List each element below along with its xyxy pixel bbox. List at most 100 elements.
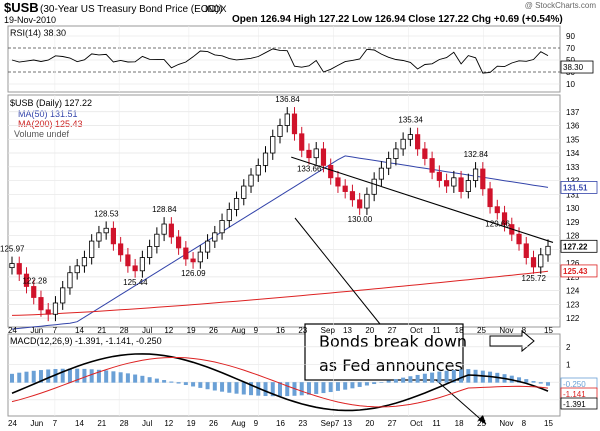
- price-tag: 127.22: [563, 242, 588, 251]
- candle-body: [31, 286, 37, 298]
- candle-body: [204, 240, 211, 253]
- price-annotation: 132.84: [464, 150, 489, 159]
- x-axis-label-bottom: 23: [298, 419, 307, 428]
- candle-body: [436, 171, 442, 181]
- price-annotation: 122.28: [22, 276, 47, 285]
- macd-histogram-bar: [278, 382, 282, 397]
- x-axis-label-mid: 11: [432, 326, 441, 335]
- x-axis-label-bottom: 25: [477, 419, 486, 428]
- macd-histogram-bar: [285, 382, 290, 397]
- rsi-tag: 38.30: [563, 63, 584, 72]
- macd-histogram-bar: [459, 369, 464, 383]
- macd-axis-label: 1: [566, 361, 571, 370]
- candle-body: [415, 134, 421, 150]
- candle-body: [422, 148, 428, 159]
- x-axis-label-bottom: Jun: [30, 419, 43, 428]
- x-axis-label-bottom: 18: [455, 419, 464, 428]
- candle-body: [154, 233, 160, 247]
- macd-histogram-bar: [205, 382, 210, 390]
- x-axis-label-mid: 26: [209, 326, 218, 335]
- macd-histogram-bar: [24, 371, 29, 383]
- macd-histogram-bar: [169, 381, 174, 383]
- candle-body: [9, 263, 15, 269]
- candle-body: [255, 165, 261, 176]
- candle-body: [284, 113, 290, 126]
- macd-tag: -0.250: [563, 380, 586, 389]
- macd-histogram-bar: [46, 369, 51, 383]
- candle-body: [197, 251, 203, 263]
- price-annotation: 133.66: [297, 165, 322, 174]
- candle-body: [23, 273, 30, 287]
- x-axis-label-bottom: 26: [209, 419, 218, 428]
- macd-histogram-bar: [451, 370, 456, 383]
- candle-body: [103, 227, 109, 234]
- rsi-axis-label: 50: [566, 56, 575, 65]
- x-axis-label-mid: 18: [455, 326, 464, 335]
- macd-tag: -1.391: [563, 400, 586, 409]
- macd-histogram-bar: [335, 382, 340, 391]
- x-axis-label-bottom: 24: [8, 419, 17, 428]
- macd-histogram-bar: [133, 374, 138, 383]
- candle-body: [38, 297, 44, 311]
- price-annotation: 125.97: [0, 245, 25, 254]
- macd-histogram-bar: [379, 382, 384, 383]
- macd-histogram-bar: [125, 373, 130, 383]
- candle-body: [147, 246, 153, 258]
- macd-histogram-bar: [314, 382, 319, 394]
- macd-histogram-bar: [430, 372, 435, 383]
- annotation-line1: Bonds break down: [319, 332, 467, 351]
- x-axis-label-mid: 16: [276, 326, 285, 335]
- x-axis-label-bottom: Nov: [499, 419, 513, 428]
- price-tick-label: 133: [566, 163, 580, 172]
- macd-histogram-bar: [191, 382, 196, 387]
- price-panel: [7, 94, 561, 328]
- x-axis-label-mid: 19: [187, 326, 196, 335]
- macd-histogram-bar: [234, 382, 239, 394]
- candle-body: [291, 113, 298, 135]
- ma200-line: [11, 270, 549, 316]
- macd-histogram-bar: [53, 369, 58, 383]
- candle-body: [530, 257, 537, 268]
- x-axis-label-mid: 23: [298, 326, 307, 335]
- candle-body: [328, 165, 334, 179]
- macd-histogram-bar: [531, 381, 536, 383]
- annotation-pointer-lower: [435, 379, 487, 425]
- legend-volume: Volume undef: [14, 129, 70, 139]
- x-axis-label-mid: Sep: [321, 326, 336, 335]
- price-annotation: 135.34: [398, 116, 423, 125]
- x-axis-label-mid: Jun: [30, 326, 43, 335]
- annotation-box: [304, 323, 464, 381]
- x-axis-label-mid: Aug: [231, 326, 245, 335]
- legend-ma50: MA(50) 131.51: [18, 109, 78, 119]
- price-tick-label: 136: [566, 122, 580, 131]
- price-annotation: 136.84: [275, 95, 300, 104]
- candle-body: [125, 254, 131, 267]
- price-tick-label: 137: [566, 108, 580, 117]
- ohlc-readout: Open 126.94 High 127.22 Low 126.94 Close…: [232, 14, 563, 25]
- x-axis-label-bottom: 12: [164, 419, 173, 428]
- price-tick-label: 126: [566, 259, 580, 268]
- candle-body: [443, 180, 450, 187]
- macd-histogram-bar: [393, 379, 398, 383]
- candle-body: [342, 185, 348, 192]
- x-axis-label-bottom: 11: [432, 419, 441, 428]
- x-axis-label-bottom: 21: [97, 419, 106, 428]
- x-axis-label-mid: Jul: [142, 326, 152, 335]
- macd-histogram-bar: [306, 382, 311, 395]
- rsi-axis-label: 10: [566, 80, 575, 89]
- candle-body: [480, 168, 486, 190]
- macd-histogram-bar: [227, 382, 232, 393]
- macd-histogram-bar: [104, 370, 109, 383]
- rsi-axis-label: 90: [566, 32, 575, 41]
- x-axis-label-bottom: 15: [544, 419, 553, 428]
- macd-histogram-bar: [299, 382, 304, 396]
- candle-body: [523, 243, 529, 258]
- macd-histogram-bar: [118, 372, 123, 383]
- x-axis-label-mid: 14: [75, 326, 84, 335]
- x-axis-label-bottom: 27: [388, 419, 397, 428]
- macd-histogram-bar: [38, 370, 43, 383]
- candle-body: [226, 209, 232, 221]
- macd-histogram-bar: [415, 374, 420, 383]
- candle-body: [472, 168, 479, 181]
